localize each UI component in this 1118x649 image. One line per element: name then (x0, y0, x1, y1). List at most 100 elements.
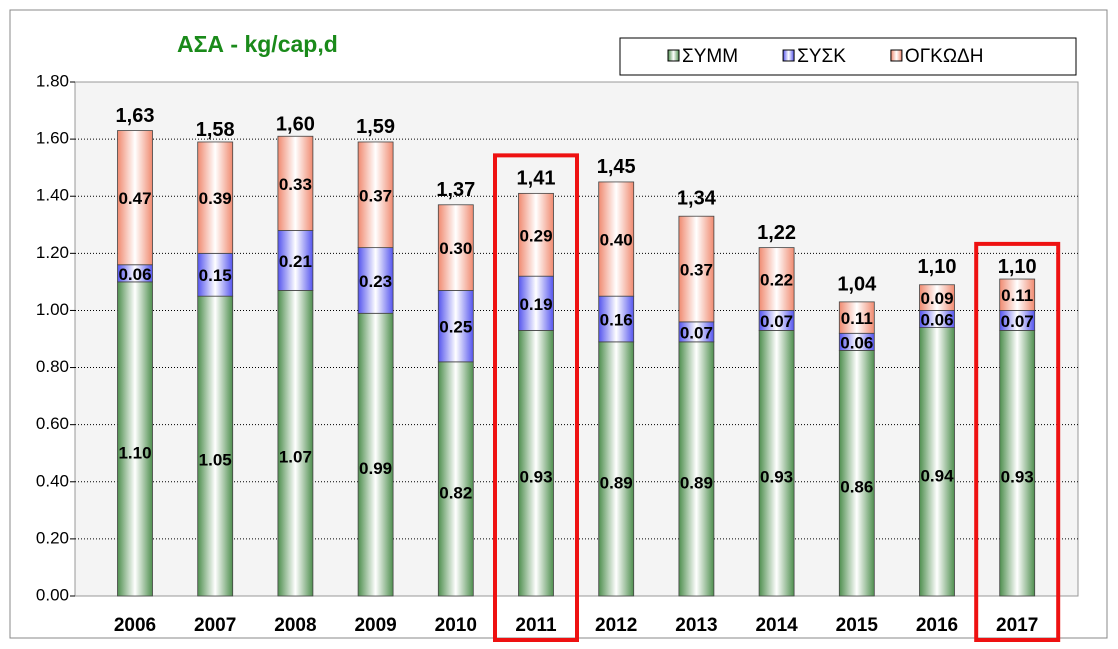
bar-segment (357, 141, 394, 249)
y-tick-label: 0.00 (36, 585, 69, 604)
data-label: 0.15 (199, 266, 232, 285)
data-label: 0.89 (600, 473, 633, 492)
bar-segment (277, 230, 314, 291)
legend-swatch (890, 49, 903, 62)
data-label: 0.93 (760, 468, 793, 487)
legend-swatch (667, 49, 680, 62)
data-label: 0.40 (600, 231, 633, 250)
bar-segment (999, 330, 1036, 597)
y-tick-label: 1.20 (36, 243, 69, 262)
legend (619, 37, 1077, 76)
total-label: 1,04 (837, 273, 877, 295)
total-label: 1,22 (757, 222, 796, 244)
data-label: 1.07 (279, 448, 312, 467)
x-tick-label: 2008 (274, 615, 316, 636)
data-label: 0.19 (519, 295, 552, 314)
data-label: 0.93 (519, 468, 552, 487)
data-label: 0.86 (840, 478, 873, 497)
data-label: 0.22 (760, 271, 793, 290)
total-label: 1,59 (356, 116, 395, 138)
data-label: 0.07 (1001, 312, 1034, 331)
bar-segment (357, 312, 394, 597)
x-tick-label: 2013 (675, 615, 717, 636)
x-tick-label: 2017 (996, 615, 1038, 636)
data-label: 0.30 (439, 239, 472, 258)
y-tick-label: 0.40 (36, 471, 69, 490)
bar-segment (197, 141, 234, 254)
bar-segment (598, 295, 635, 343)
bar-segment (919, 327, 955, 597)
x-tick-label: 2014 (755, 615, 798, 636)
x-tick-label: 2006 (114, 615, 156, 636)
chart-title: ΑΣΑ - kg/cap,d (177, 31, 338, 57)
bar-segment (197, 295, 234, 597)
y-tick-label: 1.60 (36, 129, 69, 148)
y-tick-label: 1.00 (36, 300, 69, 319)
x-tick-label: 2015 (836, 615, 879, 636)
highlight-box (974, 241, 1061, 642)
bar-segment (518, 192, 554, 277)
data-label: 0.82 (439, 483, 472, 502)
y-tick-label: 0.60 (36, 414, 69, 433)
data-label: 0.07 (760, 312, 793, 331)
y-tick-label: 1.80 (36, 71, 69, 90)
x-tick-label: 2007 (194, 615, 236, 636)
total-label: 1,41 (517, 168, 556, 190)
data-label: 0.06 (118, 265, 151, 284)
bar-segment (678, 215, 715, 323)
x-tick-label: 2011 (515, 615, 557, 636)
total-label: 1,37 (436, 179, 475, 201)
bar-segment (678, 341, 715, 597)
x-tick-label: 2012 (595, 615, 637, 636)
bar-segment (357, 247, 394, 314)
y-tick-label: 0.80 (36, 357, 69, 376)
data-label: 0.21 (279, 252, 312, 271)
highlight-box (493, 153, 579, 642)
bar-segment (117, 281, 153, 597)
bar-segment (277, 135, 314, 231)
data-label: 0.37 (359, 186, 392, 205)
x-tick-label: 2009 (354, 615, 396, 636)
bar-segment (437, 204, 474, 291)
y-tick-label: 1.40 (36, 186, 69, 205)
data-label: 0.93 (1001, 468, 1034, 487)
bar-segment (598, 181, 635, 297)
data-label: 0.37 (680, 261, 713, 280)
y-tick-label: 0.20 (36, 528, 69, 547)
data-label: 0.47 (118, 189, 151, 208)
bar-segment (919, 284, 955, 311)
total-label: 1,58 (196, 119, 235, 141)
data-label: 0.94 (920, 466, 954, 485)
data-label: 0.33 (279, 175, 312, 194)
x-tick-label: 2016 (916, 615, 958, 636)
data-label: 0.07 (680, 323, 713, 342)
bar-segment (437, 361, 474, 597)
data-label: 1.10 (118, 443, 151, 462)
data-label: 1.05 (199, 451, 232, 470)
bar-segment (838, 350, 875, 597)
total-label: 1,10 (918, 256, 957, 278)
data-label: 0.16 (600, 310, 633, 329)
data-label: 0.06 (920, 310, 953, 329)
total-label: 1,34 (677, 188, 717, 210)
data-label: 0.39 (199, 189, 232, 208)
bar-segment (598, 341, 635, 597)
data-label: 0.29 (519, 226, 552, 245)
bar-segment (117, 130, 153, 266)
data-label: 0.23 (359, 272, 392, 291)
data-label: 0.25 (439, 318, 472, 337)
bar-segment (518, 275, 554, 331)
legend-label: ΣΥΣΚ (797, 46, 846, 67)
bar-segment (197, 252, 234, 297)
bar-segment (838, 301, 875, 334)
total-label: 1,45 (597, 156, 636, 178)
bar-segment (277, 290, 314, 597)
data-label: 0.99 (359, 459, 392, 478)
data-label: 0.09 (920, 289, 953, 308)
legend-label: ΣΥΜΜ (682, 46, 738, 67)
bar-segment (437, 290, 474, 363)
data-label: 0.11 (1001, 286, 1033, 305)
bar-segment (518, 330, 554, 597)
legend-label: ΟΓΚΩΔΗ (905, 46, 984, 67)
